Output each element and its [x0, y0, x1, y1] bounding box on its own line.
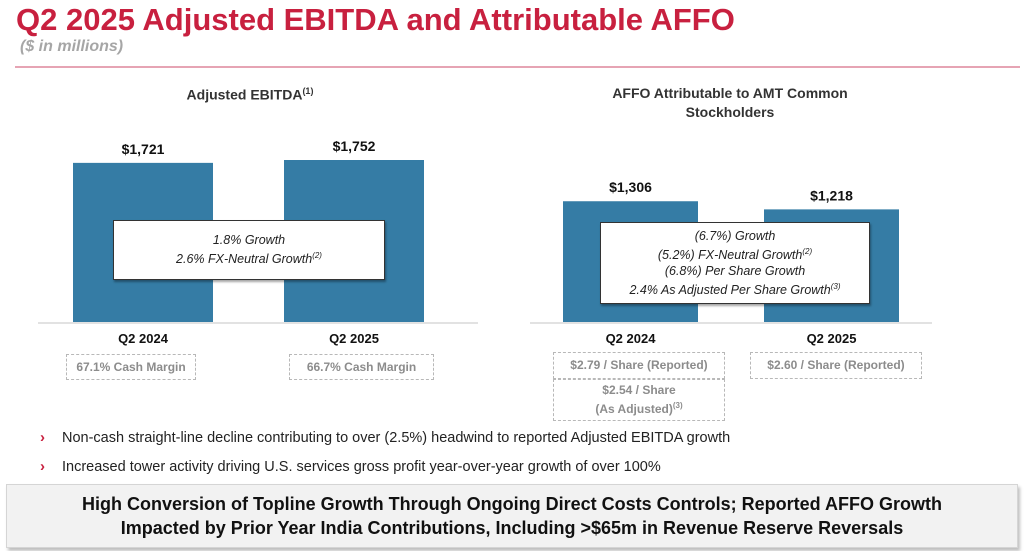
key-takeaway-banner: High Conversion of Topline Growth Throug… [6, 484, 1018, 548]
ebitda-value-label: $1,752 [333, 138, 376, 154]
note-text: (As Adjusted)(3) [595, 401, 683, 416]
ebitda-growth-callout: 1.8% Growth 2.6% FX-Neutral Growth(2) [113, 220, 385, 280]
chevron-right-icon: › [40, 429, 45, 446]
bullet-item: › Non-cash straight-line decline contribu… [40, 429, 730, 446]
ebitda-value-label: $1,721 [122, 141, 165, 157]
footnote-marker: (2) [802, 246, 813, 256]
affo-title-line1: AFFO Attributable to AMT Common [612, 85, 848, 101]
bullet-text: Non-cash straight-line decline contribut… [62, 430, 731, 446]
callout-text: 2.4% As Adjusted Per Share Growth [629, 283, 831, 298]
affo-chart-title: AFFO Attributable to AMT Common Stockhol… [560, 84, 900, 122]
ebitda-category-label: Q2 2025 [329, 331, 379, 346]
affo-value-label: $1,218 [810, 187, 853, 203]
page-title: Q2 2025 Adjusted EBITDA and Attributable… [16, 2, 735, 37]
ebitda-title-text: Adjusted EBITDA [186, 86, 303, 103]
callout-line: (6.8%) Per Share Growth [601, 263, 869, 279]
footnote-marker: (3) [830, 282, 841, 291]
callout-text: (5.2%) FX-Neutral Growth [657, 248, 803, 262]
callout-line: (5.2%) FX-Neutral Growth(2) [601, 244, 869, 263]
note-text: $2.79 / Share (Reported) [570, 358, 708, 372]
callout-line: 1.8% Growth [114, 232, 384, 248]
banner-line2: Impacted by Prior Year India Contributio… [120, 518, 904, 538]
page-subtitle: ($ in millions) [20, 38, 124, 55]
footnote-marker: (3) [672, 401, 683, 410]
ebitda-title-footnote: (1) [302, 86, 314, 96]
callout-line: 2.4% As Adjusted Per Share Growth(3) [601, 279, 869, 298]
ebitda-category-label: Q2 2024 [118, 331, 169, 346]
note-text: 67.1% Cash Margin [76, 359, 186, 374]
callout-text: (6.7%) Growth [694, 228, 776, 243]
cash-margin-note: 67.1% Cash Margin [66, 354, 196, 380]
per-share-note: $2.79 / Share (Reported) [553, 352, 725, 379]
note-text: $2.60 / Share (Reported) [767, 358, 905, 372]
bullet-item: › Increased tower activity driving U.S. s… [40, 458, 661, 475]
per-share-note: $2.60 / Share (Reported) [750, 352, 922, 379]
title-divider [15, 66, 1020, 68]
affo-title-line2: Stockholders [685, 104, 775, 120]
callout-text: 1.8% Growth [212, 233, 286, 248]
callout-text: (6.8%) Per Share Growth [664, 264, 806, 278]
affo-category-label: Q2 2025 [807, 331, 857, 346]
footnote-marker: (2) [312, 251, 322, 261]
bullet-text: Increased tower activity driving U.S. se… [62, 459, 661, 475]
banner-line1: High Conversion of Topline Growth Throug… [82, 494, 942, 514]
note-text: 66.7% Cash Margin [306, 359, 417, 374]
ebitda-chart-title: Adjusted EBITDA(1) [130, 82, 370, 105]
affo-value-label: $1,306 [609, 179, 652, 195]
chevron-right-icon: › [40, 458, 45, 475]
callout-line: (6.7%) Growth [601, 228, 869, 244]
affo-growth-callout: (6.7%) Growth (5.2%) FX-Neutral Growth(2)… [600, 222, 870, 304]
cash-margin-note: 66.7% Cash Margin [289, 354, 434, 380]
note-text: $2.54 / Share [602, 383, 676, 397]
affo-category-label: Q2 2024 [606, 331, 657, 346]
per-share-note: $2.54 / Share (As Adjusted)(3) [553, 379, 725, 421]
callout-text: 2.6% FX-Neutral Growth [176, 252, 313, 267]
callout-line: 2.6% FX-Neutral Growth(2) [114, 248, 384, 267]
